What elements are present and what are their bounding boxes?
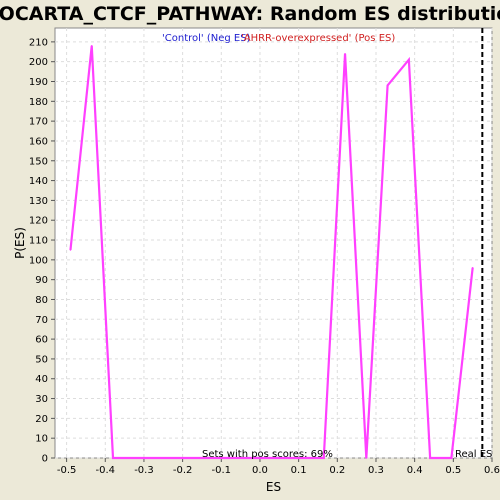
data-point — [69, 249, 72, 251]
pos-scores-annotation: Sets with pos scores: 69% — [202, 449, 333, 460]
y-tick-label: 160 — [29, 136, 48, 147]
y-axis-label: P(ES) — [13, 227, 27, 259]
data-point — [365, 457, 368, 459]
y-tick-label: 20 — [35, 414, 48, 425]
data-point — [386, 84, 389, 87]
y-tick-label: 200 — [29, 57, 48, 68]
x-tick-label: 0.0 — [252, 465, 268, 476]
y-tick-label: 90 — [35, 275, 48, 286]
y-tick-label: 50 — [35, 354, 48, 365]
data-point — [112, 457, 114, 459]
x-tick-label: 0.6 — [484, 465, 500, 476]
data-point — [429, 457, 431, 459]
y-tick-label: 120 — [29, 216, 48, 227]
y-tick-label: 180 — [29, 97, 48, 108]
real-es-label: Real ES — [455, 449, 492, 460]
axes: -0.5 -0.4 -0.3 -0.2 -0.1 0.0 0.1 0.2 0.3 0.4 0.5 0.… — [29, 37, 500, 476]
y-tick-label: 10 — [35, 434, 48, 445]
series-layer — [69, 45, 474, 460]
x-tick-label: -0.4 — [96, 465, 116, 476]
x-tick-label: -0.2 — [173, 465, 193, 476]
y-tick-label: 140 — [29, 176, 48, 187]
y-tick-label: 0 — [42, 454, 48, 465]
y-tick-label: 110 — [29, 236, 48, 247]
data-point — [90, 45, 93, 47]
y-tick-label: 60 — [35, 335, 48, 346]
x-tick-label: -0.3 — [134, 465, 154, 476]
y-tick-label: 210 — [29, 37, 48, 48]
y-tick-label: 30 — [35, 394, 48, 405]
data-point — [127, 457, 130, 459]
chart-title: BIOCARTA_CTCF_PATHWAY: Random ES distrib… — [0, 3, 500, 25]
legend-pos-es: 'AHRR-overexpressed' (Pos ES) — [241, 33, 395, 44]
data-point — [344, 52, 346, 55]
y-tick-label: 150 — [29, 156, 48, 167]
es-distribution-line — [69, 45, 474, 460]
x-tick-label: 0.5 — [445, 465, 461, 476]
y-tick-label: 70 — [35, 315, 48, 326]
y-tick-label: 130 — [29, 196, 48, 207]
data-point — [450, 457, 453, 459]
y-tick-label: 100 — [29, 255, 48, 266]
legend-neg-es: 'Control' (Neg ES) — [162, 33, 251, 44]
y-tick-label: 170 — [29, 117, 48, 128]
data-point — [322, 457, 325, 459]
x-tick-label: -0.5 — [57, 465, 77, 476]
y-tick-label: 190 — [29, 77, 48, 88]
y-tick-label: 40 — [35, 374, 48, 385]
data-point — [471, 266, 474, 269]
x-tick-label: 0.3 — [368, 465, 384, 476]
x-tick-label: 0.4 — [407, 465, 423, 476]
x-tick-label: 0.2 — [329, 465, 345, 476]
x-tick-label: 0.1 — [291, 465, 307, 476]
x-tick-label: -0.1 — [212, 465, 232, 476]
x-axis-label: ES — [266, 480, 281, 494]
grid-lines — [55, 28, 493, 459]
y-tick-label: 80 — [35, 295, 48, 306]
data-point — [408, 58, 410, 61]
